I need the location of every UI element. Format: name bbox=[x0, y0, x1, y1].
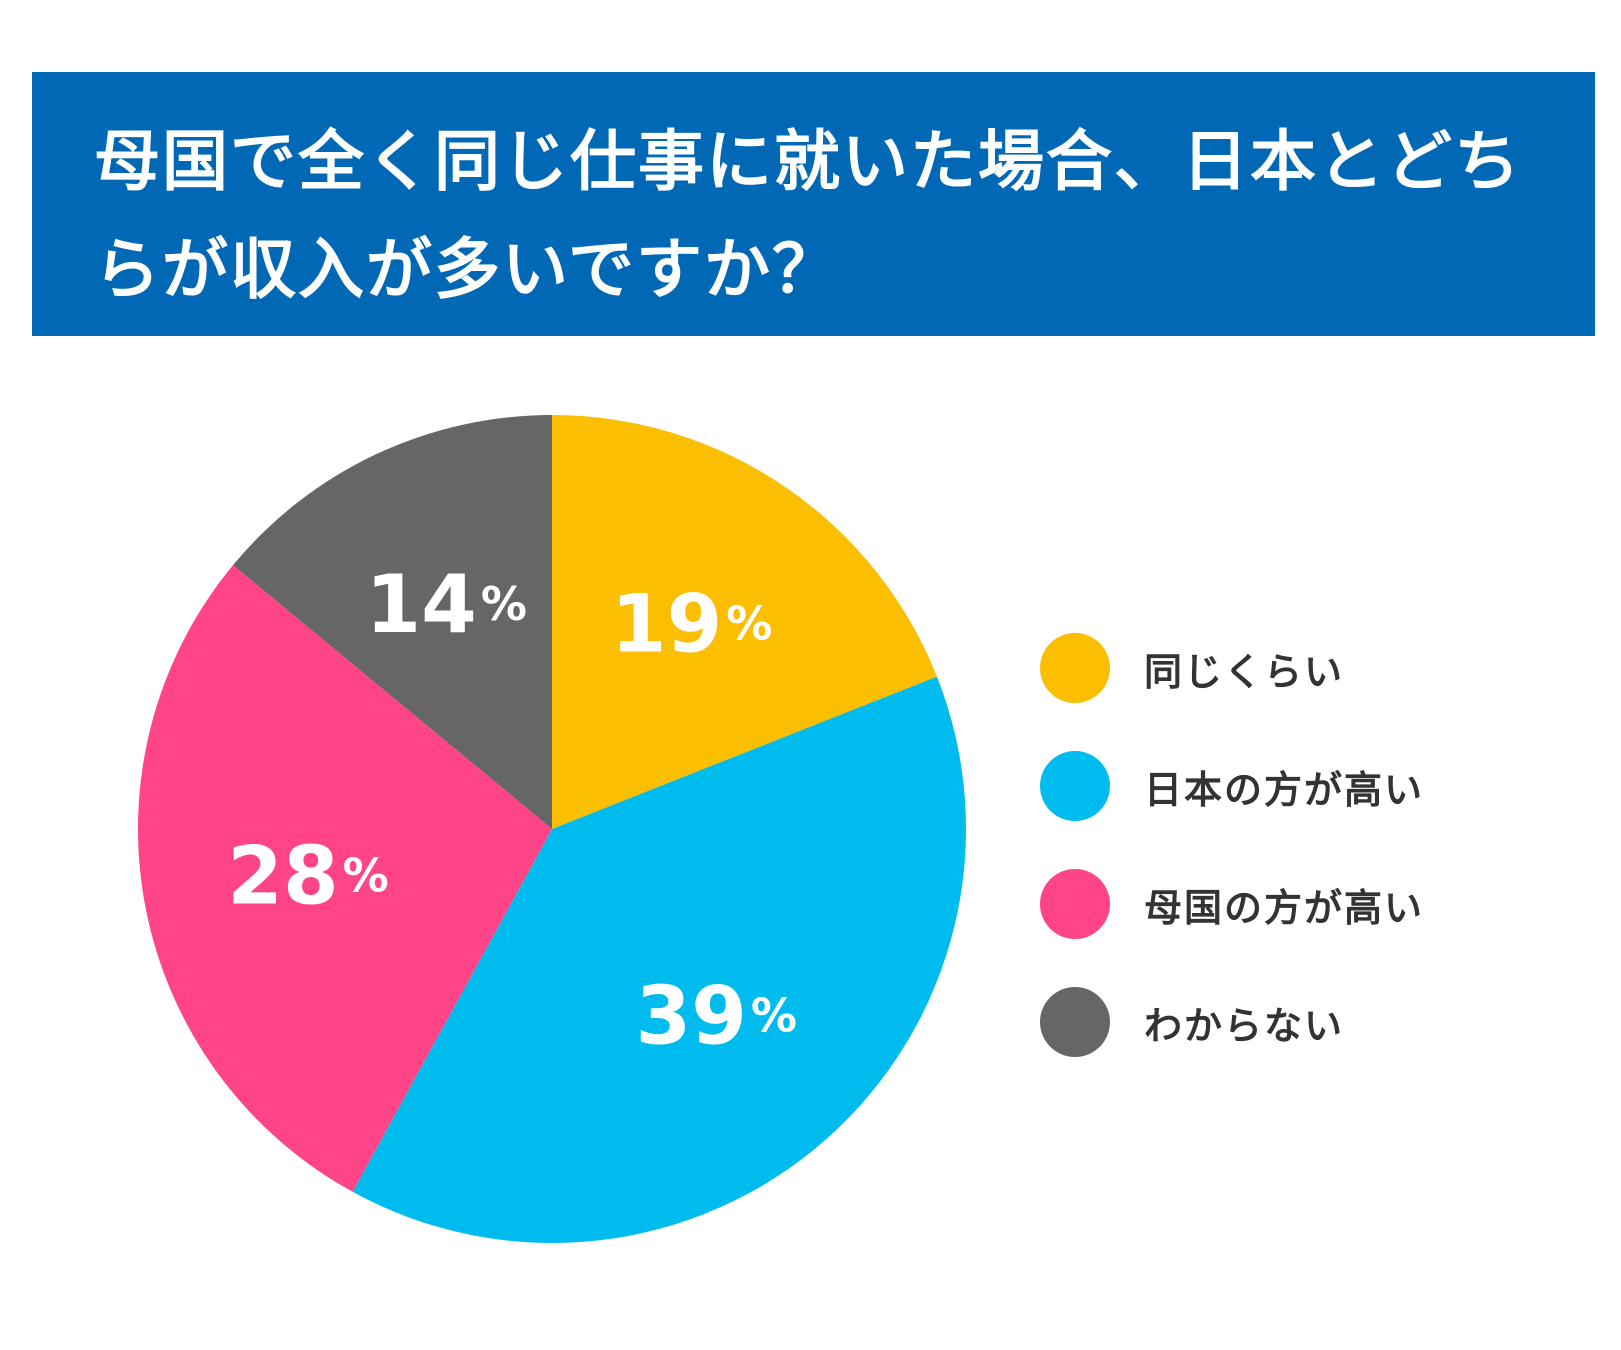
legend-label: 日本の方が高い bbox=[1144, 767, 1425, 812]
slice-value-label: 19% bbox=[611, 577, 772, 670]
legend-item: 母国の方が高い bbox=[1040, 868, 1424, 940]
legend-swatch bbox=[1040, 751, 1110, 821]
legend-label: 同じくらい bbox=[1144, 649, 1345, 694]
slice-value-label: 14% bbox=[366, 558, 527, 651]
legend-label: 母国の方が高い bbox=[1144, 885, 1425, 930]
slice-value-label: 39% bbox=[636, 969, 797, 1062]
chart-title: 母国で全く同じ仕事に就いた場合、日本とどちらが収入が多いですか？ bbox=[94, 123, 1522, 308]
legend: 同じくらい 日本の方が高い 母国の方が高い わからない bbox=[1040, 632, 1424, 1104]
slice-value-label: 28% bbox=[227, 829, 388, 922]
pie-slice bbox=[138, 565, 552, 1192]
pie-slice bbox=[352, 676, 967, 1244]
legend-item: わからない bbox=[1040, 986, 1424, 1058]
legend-label: わからない bbox=[1144, 1003, 1345, 1048]
legend-swatch bbox=[1040, 633, 1110, 703]
legend-swatch bbox=[1040, 869, 1110, 939]
pie-slice bbox=[552, 415, 937, 829]
pie-slice bbox=[233, 415, 553, 829]
legend-swatch bbox=[1040, 987, 1110, 1057]
legend-item: 日本の方が高い bbox=[1040, 750, 1424, 822]
title-banner: 母国で全く同じ仕事に就いた場合、日本とどちらが収入が多いですか？ bbox=[32, 72, 1595, 336]
legend-item: 同じくらい bbox=[1040, 632, 1424, 704]
